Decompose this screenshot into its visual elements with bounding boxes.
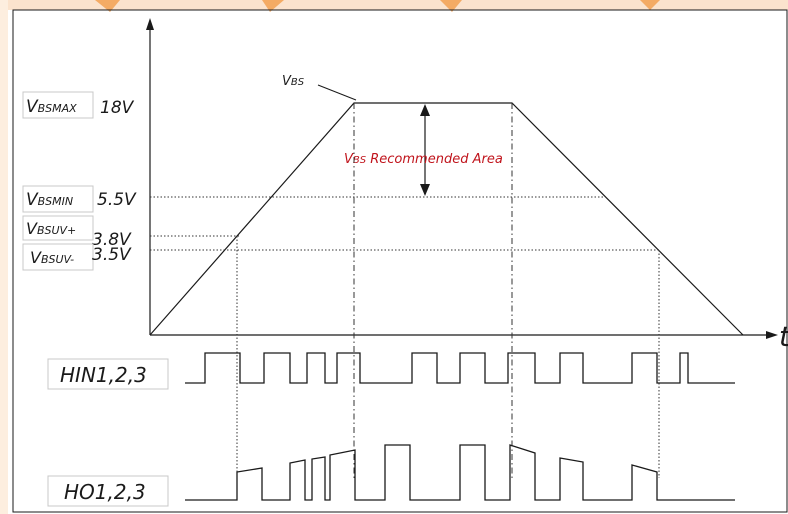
- vbsmin-label-box: [22, 185, 94, 213]
- vbsuvp-label: VBSUV+: [26, 219, 76, 238]
- vbs-curve-label: VBS: [282, 74, 305, 89]
- hin-label-box: [47, 358, 169, 390]
- vbsmax-value: 18V: [100, 98, 135, 118]
- diagram-frame: [12, 9, 788, 513]
- vbsuvm-label: VBSUV-: [30, 248, 74, 267]
- vbs-leader-line: [317, 84, 357, 101]
- time-axis-label: t: [779, 320, 788, 353]
- recommended-area-label: VBS Recommended Area: [344, 152, 503, 167]
- recommended-arrow-down-icon: [420, 184, 430, 196]
- ho-label: HO1,2,3: [64, 480, 146, 504]
- ho-waveform: [185, 444, 735, 501]
- hin-waveform: [185, 352, 735, 384]
- vbsmax-label: VBSMAX: [26, 97, 77, 117]
- recommended-arrow-up-icon: [420, 104, 430, 116]
- vbsuvm-value: 3.5V: [92, 245, 132, 265]
- x-axis-arrow-icon: [766, 331, 778, 339]
- vbsmin-label: VBSMIN: [26, 190, 73, 210]
- vbsmax-label-box: [22, 91, 94, 119]
- ho-label-box: [47, 475, 169, 507]
- vbsuvp-value: 3.8V: [92, 230, 132, 250]
- hin-label: HIN1,2,3: [60, 363, 147, 387]
- vbs-curve: [149, 102, 744, 336]
- vbsmin-value: 5.5V: [97, 190, 137, 210]
- vbsuvp-label-box: [22, 215, 94, 241]
- y-axis-arrow-icon: [146, 18, 154, 30]
- vbsuvm-label-box: [22, 243, 94, 271]
